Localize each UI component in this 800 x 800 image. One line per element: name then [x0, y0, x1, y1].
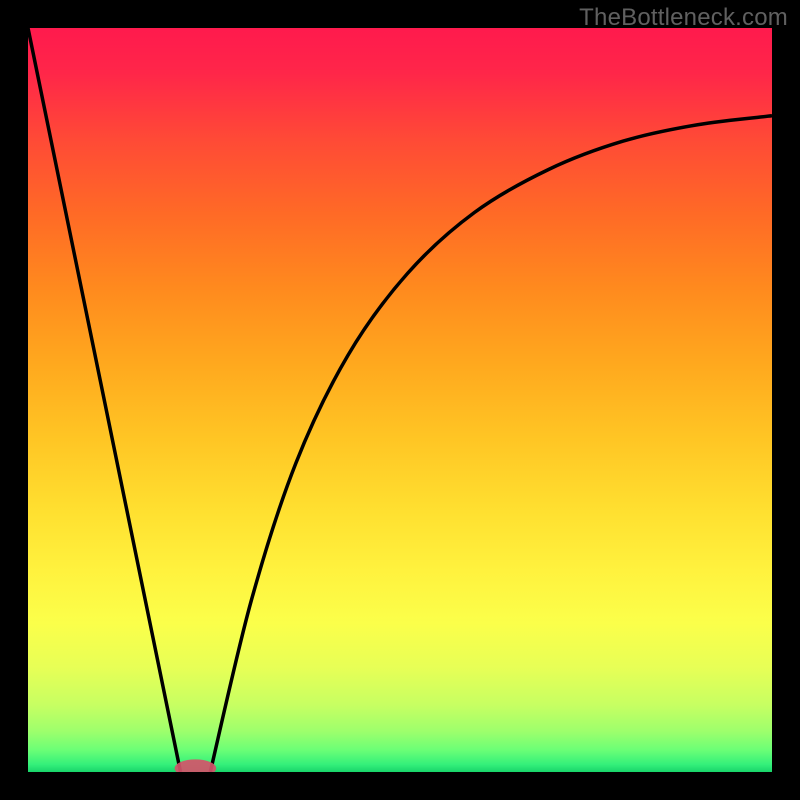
plot-svg	[28, 28, 772, 772]
gradient-background	[28, 28, 772, 772]
chart-frame: TheBottleneck.com	[0, 0, 800, 800]
watermark-text: TheBottleneck.com	[579, 4, 788, 32]
plot-area	[28, 28, 772, 772]
